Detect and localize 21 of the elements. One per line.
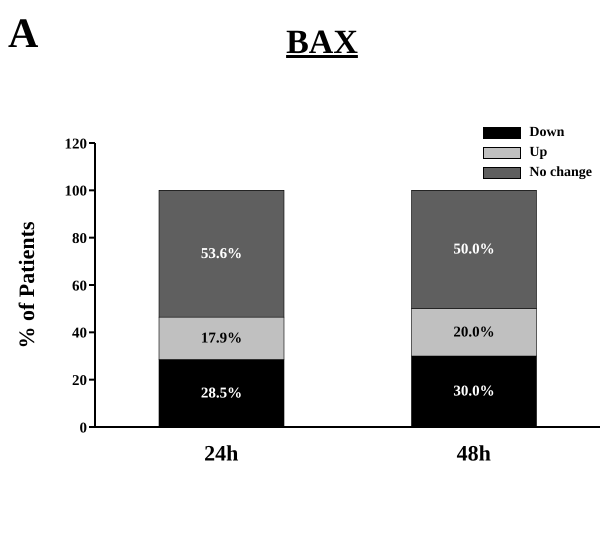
chart-title: BAX — [286, 24, 358, 61]
y-tick-label: 0 — [80, 420, 87, 436]
y-tick-label: 60 — [72, 278, 87, 294]
y-tick-label: 20 — [72, 372, 87, 389]
data-label: 28.5% — [200, 385, 242, 402]
y-tick-label: 40 — [72, 326, 87, 342]
data-label: 30.0% — [453, 384, 495, 400]
y-tick-label: 120 — [64, 136, 87, 152]
text: A — [8, 10, 38, 58]
data-label: 20.0% — [453, 324, 495, 340]
data-label: 17.9% — [200, 330, 242, 346]
y-axis-title: % of Patients — [14, 221, 39, 349]
y-tick-label: 80 — [72, 230, 87, 247]
data-label: 50.0% — [453, 242, 495, 258]
x-tick-label: 48h — [456, 440, 491, 466]
legend-label: No change — [528, 164, 592, 182]
legend-label: Down — [528, 124, 566, 142]
x-tick-label: 24h — [204, 440, 238, 466]
legend-label: Up — [528, 144, 548, 162]
y-tick-label: 100 — [64, 184, 87, 200]
data-label: 53.6% — [200, 246, 242, 262]
